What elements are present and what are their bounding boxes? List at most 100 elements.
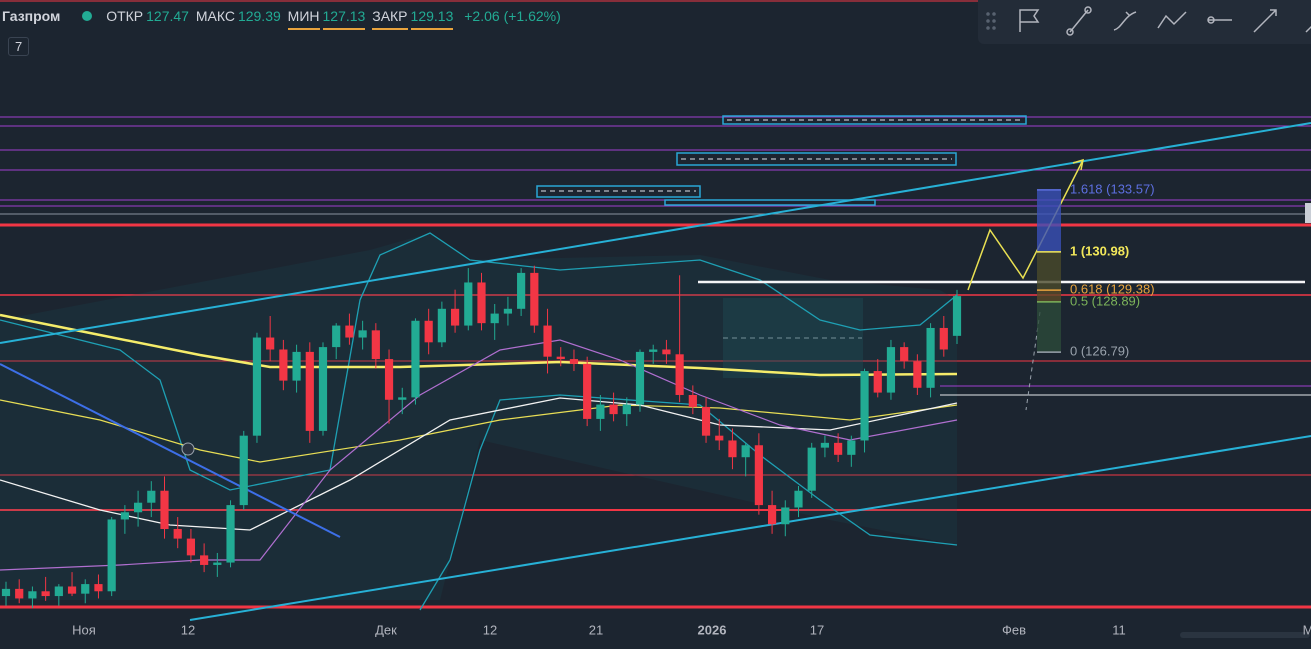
candle-body xyxy=(741,445,750,458)
candle-body xyxy=(477,282,486,324)
fib-zone xyxy=(1037,189,1061,252)
candle-body xyxy=(886,347,896,393)
candle-body xyxy=(213,562,222,565)
fib-zone xyxy=(1037,301,1061,353)
candle-body xyxy=(939,327,948,350)
x-axis-label: 11 xyxy=(1112,622,1126,637)
candle-body xyxy=(120,512,129,520)
candle-body xyxy=(860,371,869,441)
candle-body xyxy=(794,490,803,508)
curve-tool[interactable] xyxy=(1113,11,1137,31)
candle-body xyxy=(94,584,103,592)
candle-body xyxy=(781,507,790,525)
x-axis-label: 2026 xyxy=(698,622,727,637)
fib-label: 0.5 (128.89) xyxy=(1070,293,1140,308)
candle-body xyxy=(807,447,816,491)
candle-body xyxy=(186,538,196,556)
fib-label: 1.618 (133.57) xyxy=(1070,181,1155,196)
candle-body xyxy=(200,555,209,565)
candle-body xyxy=(622,404,631,415)
candle-body xyxy=(332,325,341,348)
candle-body xyxy=(834,442,843,455)
candle-body xyxy=(292,351,301,381)
trendline-tool[interactable] xyxy=(1066,6,1092,36)
fib-label: 0 (126.79) xyxy=(1070,344,1129,359)
candle-body xyxy=(424,320,433,343)
candle-body xyxy=(437,308,446,343)
candle-body xyxy=(569,359,579,364)
candle-body xyxy=(41,591,50,597)
ray-tool[interactable] xyxy=(1305,22,1311,33)
x-axis-label: Фев xyxy=(1002,622,1026,637)
candle-body xyxy=(398,397,407,400)
candle-body xyxy=(384,359,394,400)
status-dot xyxy=(82,11,93,21)
x-axis-label: 21 xyxy=(589,622,603,637)
open-label: ОТКР xyxy=(106,8,144,24)
drag-handle[interactable] xyxy=(986,12,996,30)
flag-tool[interactable] xyxy=(1019,9,1040,32)
high-label: МАКС xyxy=(195,8,235,24)
candle-body xyxy=(345,325,354,338)
legend-bar: Газпром ОТКР 127.47 МАКС 129.39 МИН 127.13 … xyxy=(2,8,564,30)
path-tool[interactable] xyxy=(1157,11,1187,29)
candle-body xyxy=(609,404,618,415)
candle-body xyxy=(107,519,116,592)
candle-body xyxy=(649,349,658,352)
candle-body xyxy=(688,394,697,407)
fib-label: 1 (130.98) xyxy=(1070,243,1129,258)
candle-body xyxy=(305,351,314,431)
drawings xyxy=(0,0,1311,621)
candle-body xyxy=(635,351,645,405)
candle-body xyxy=(847,440,856,455)
x-axis-label: 12 xyxy=(483,622,497,637)
candle-body xyxy=(133,502,143,513)
fib-label: 0.618 (129.38) xyxy=(1070,282,1155,297)
fib-zone xyxy=(1037,251,1061,291)
change: +2.06 (+1.62%) xyxy=(464,8,561,24)
open-value: 127.47 xyxy=(146,8,189,24)
x-axis-label: Дек xyxy=(375,622,397,637)
x-axis-label: Ноя xyxy=(72,622,96,637)
candle-body xyxy=(913,361,922,388)
candle-body xyxy=(450,308,460,326)
candle-body xyxy=(675,354,684,395)
candle-body xyxy=(1,588,11,597)
candle-body xyxy=(318,347,328,431)
x-axis-label: 17 xyxy=(810,622,824,637)
symbol[interactable]: Газпром xyxy=(2,8,61,24)
candle-body xyxy=(715,435,724,441)
indicator-toggle[interactable]: 7 xyxy=(8,37,30,56)
hline-tool[interactable] xyxy=(1207,16,1232,24)
candle-body xyxy=(820,442,830,448)
candle-body xyxy=(54,586,63,597)
candle-body xyxy=(701,406,711,436)
drawing-toolbar xyxy=(978,0,1311,44)
candle-body xyxy=(28,591,37,599)
candle-body xyxy=(728,440,737,458)
candle-body xyxy=(358,330,367,338)
close-value: 129.13 xyxy=(410,8,454,30)
candle-body xyxy=(952,296,962,336)
candle-body xyxy=(517,272,526,309)
scrollbar[interactable] xyxy=(1180,632,1310,638)
candle-body xyxy=(543,325,552,357)
candle-body xyxy=(226,505,235,563)
close-label: ЗАКР xyxy=(372,8,408,30)
candle-body xyxy=(873,371,882,393)
candle-body xyxy=(767,505,777,525)
candle-body xyxy=(160,490,169,530)
x-axis-label: 12 xyxy=(181,622,195,637)
low-label: МИН xyxy=(287,8,320,30)
candle-body xyxy=(754,445,763,506)
candle-body xyxy=(252,337,262,436)
candle-body xyxy=(266,337,275,350)
candle-body xyxy=(279,349,288,381)
candle-body xyxy=(411,320,420,398)
indicator-count: 7 xyxy=(15,39,23,54)
candle-body xyxy=(464,282,473,326)
candle-body xyxy=(173,529,182,539)
arrow-tool[interactable] xyxy=(1253,9,1277,33)
